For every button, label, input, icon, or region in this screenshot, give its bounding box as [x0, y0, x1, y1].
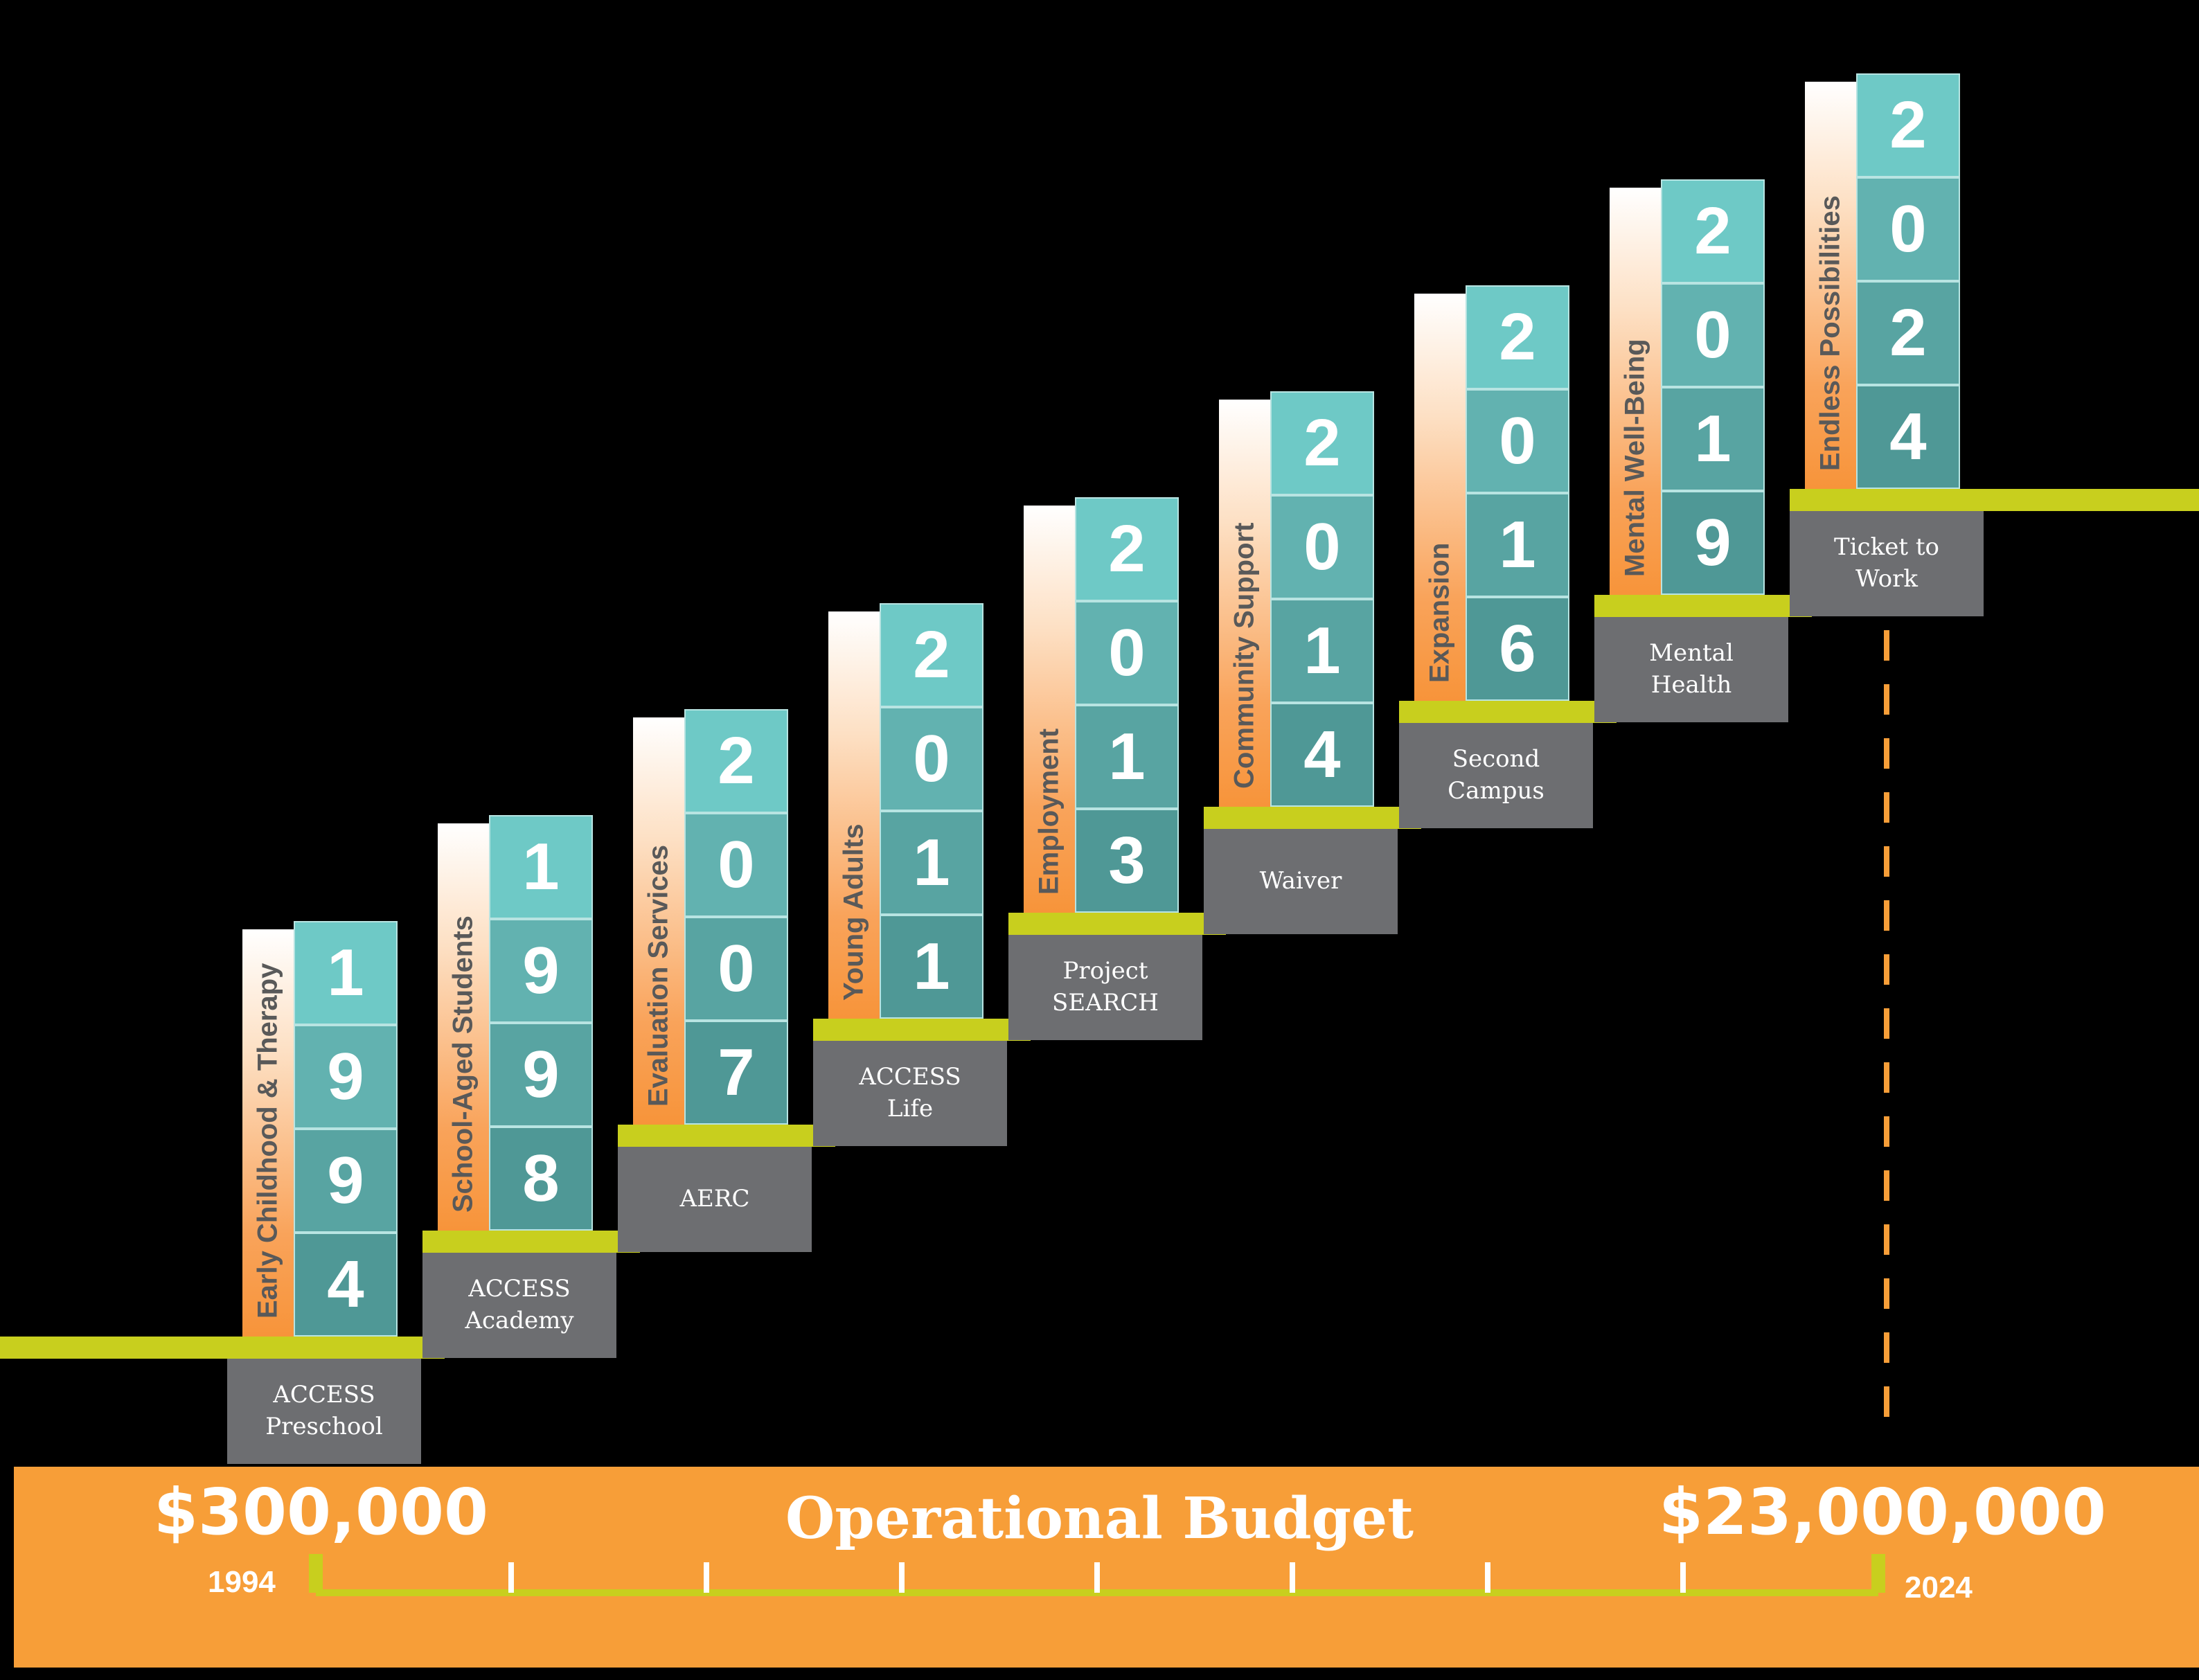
program-name-line: Ticket to	[1834, 533, 1939, 562]
year-digit: 9	[489, 919, 593, 1023]
category-strip: Endless Possibilities	[1805, 82, 1856, 489]
program-name-line: Campus	[1448, 777, 1544, 805]
program-name-box: AERC	[618, 1147, 812, 1252]
year-digit: 1	[489, 815, 593, 919]
category-strip: School-Aged Students	[438, 823, 489, 1231]
program-name-line: Preschool	[265, 1413, 383, 1440]
year-digit: 1	[1661, 387, 1765, 491]
program-name-box: Project SEARCH	[1008, 935, 1202, 1040]
program-name-box: Second Campus	[1399, 723, 1593, 828]
program-name-line: ACCESS	[859, 1063, 961, 1091]
year-digit: 0	[1075, 601, 1179, 705]
operational-budget-band	[14, 1467, 2199, 1668]
year-digit: 9	[489, 1023, 593, 1127]
year-digit: 0	[1661, 283, 1765, 387]
year-digit: 0	[1270, 495, 1374, 599]
program-name-line: Waiver	[1259, 867, 1342, 895]
year-digit: 9	[294, 1025, 398, 1129]
year-digit: 4	[1856, 385, 1960, 489]
year-digit: 2	[1270, 391, 1374, 495]
program-name-box: Mental Health	[1594, 617, 1788, 722]
year-digit: 6	[1466, 597, 1569, 701]
year-digit: 1	[1075, 705, 1179, 809]
year-digit: 2	[1661, 179, 1765, 283]
program-name-line: AERC	[679, 1185, 750, 1213]
category-strip: Evaluation Services	[633, 717, 684, 1125]
year-digit: 0	[1466, 389, 1569, 493]
year-digit: 0	[880, 707, 983, 811]
year-digit: 4	[1270, 703, 1374, 807]
program-name-line: Second	[1452, 745, 1540, 774]
year-digit: 1	[294, 921, 398, 1025]
year-digit: 9	[294, 1129, 398, 1233]
program-name-line: Health	[1650, 671, 1732, 699]
year-digit: 1	[1466, 493, 1569, 597]
category-label: Early Childhood & Therapy	[252, 963, 283, 1319]
year-digit: 0	[684, 917, 788, 1021]
year-digit: 2	[1856, 73, 1960, 177]
year-digit: 2	[1075, 497, 1179, 601]
category-label: Evaluation Services	[643, 845, 674, 1107]
budget-end-year: 2024	[1905, 1571, 1973, 1605]
program-name-line: ACCESS	[468, 1275, 571, 1303]
year-digit: 2	[1466, 285, 1569, 389]
category-strip: Expansion	[1414, 294, 1466, 701]
budget-title: Operational Budget	[785, 1485, 1414, 1552]
category-label: School-Aged Students	[447, 915, 479, 1213]
category-strip: Early Childhood & Therapy	[242, 929, 294, 1337]
year-digit: 2	[1856, 281, 1960, 385]
year-digit: 4	[294, 1233, 398, 1337]
budget-end-amount: $23,000,000	[1659, 1475, 2107, 1549]
category-strip: Young Adults	[828, 611, 880, 1019]
year-digit: 2	[684, 709, 788, 813]
category-strip: Mental Well-Being	[1610, 188, 1661, 595]
category-strip: Community Support	[1219, 400, 1270, 807]
program-name-line: Life	[887, 1095, 934, 1123]
budget-start-amount: $300,000	[154, 1475, 489, 1549]
program-name-box: Ticket to Work	[1790, 511, 1984, 616]
year-digit: 1	[880, 811, 983, 915]
year-digit: 3	[1075, 809, 1179, 913]
category-label: Mental Well-Being	[1619, 339, 1650, 577]
program-name-line: Project	[1062, 957, 1148, 985]
program-name-box: ACCESS Life	[813, 1041, 1007, 1146]
program-name-line: SEARCH	[1052, 989, 1159, 1017]
year-digit: 1	[1270, 599, 1374, 703]
category-label: Young Adults	[838, 823, 869, 1001]
year-digit: 8	[489, 1127, 593, 1231]
program-name-line: Academy	[465, 1307, 574, 1334]
category-label: Employment	[1033, 728, 1065, 895]
budget-start-year: 1994	[208, 1565, 276, 1599]
program-name-box: ACCESS Preschool	[227, 1359, 421, 1464]
category-label: Expansion	[1424, 542, 1455, 683]
category-strip: Employment	[1024, 506, 1075, 913]
program-name-box: ACCESS Academy	[422, 1253, 616, 1358]
category-label: Community Support	[1229, 522, 1260, 789]
year-digit: 7	[684, 1021, 788, 1125]
program-name-box: Waiver	[1204, 829, 1398, 934]
year-digit: 1	[880, 915, 983, 1019]
year-digit: 2	[880, 603, 983, 707]
program-name-line: Mental	[1649, 639, 1734, 668]
program-name-line: Work	[1855, 565, 1918, 593]
year-digit: 0	[1856, 177, 1960, 281]
category-label: Endless Possibilities	[1815, 195, 1846, 471]
program-name-line: ACCESS	[273, 1381, 375, 1409]
year-digit: 0	[684, 813, 788, 917]
year-digit: 9	[1661, 491, 1765, 595]
